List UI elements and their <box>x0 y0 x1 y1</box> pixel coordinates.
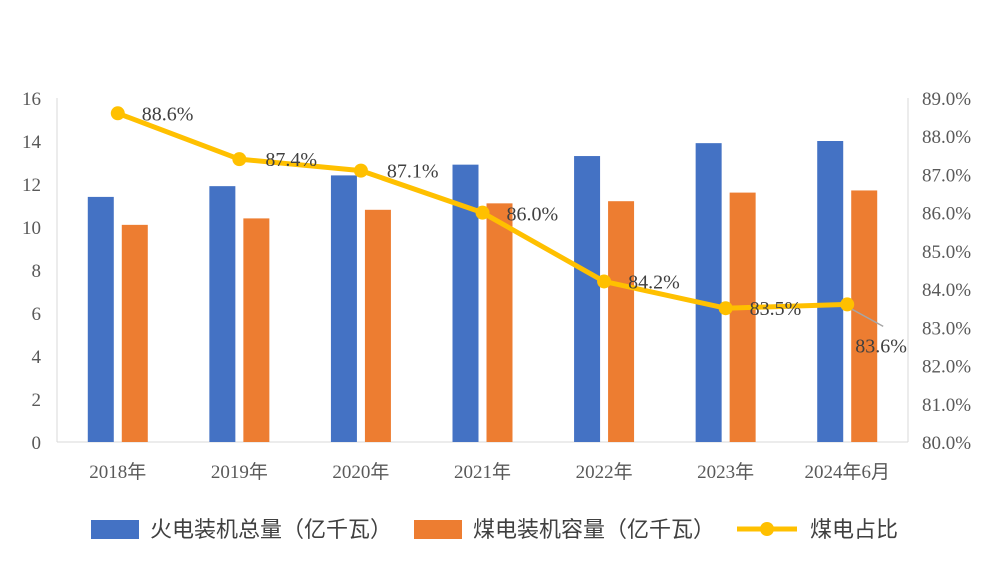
left-axis-tick-label: 16 <box>22 89 41 110</box>
bar-coal-capacity <box>364 209 391 442</box>
left-axis-tick-label: 6 <box>32 304 42 325</box>
right-axis-tick-label: 82.0% <box>922 357 971 378</box>
x-axis-tick-label: 2020年 <box>332 461 389 483</box>
data-label-coal-share: 83.6% <box>855 335 907 357</box>
x-axis-tick-label: 2022年 <box>576 461 633 483</box>
right-axis-tick-label: 87.0% <box>922 165 971 186</box>
legend-label-coal-capacity: 煤电装机容量（亿千瓦） <box>473 518 715 543</box>
left-axis-tick-label: 12 <box>22 175 41 196</box>
x-axis: 2018年 2019年 2020年 2021年 2022年 2023年 2024年6月 <box>57 441 908 483</box>
bar-thermal-total <box>209 186 236 442</box>
x-axis-tick-label: 2018年 <box>89 461 146 483</box>
left-axis-tick-label: 8 <box>32 261 42 282</box>
left-axis-tick-label: 14 <box>22 132 42 153</box>
line-point-coal-share <box>597 274 612 289</box>
x-axis-tick-label: 2024年6月 <box>804 461 890 483</box>
bar-coal-capacity <box>121 224 148 442</box>
bar-thermal-total <box>87 196 114 442</box>
right-axis-tick-label: 84.0% <box>922 280 971 301</box>
right-axis-tick-label: 89.0% <box>922 89 971 110</box>
right-axis-tick-label: 81.0% <box>922 395 971 416</box>
right-axis-tick-label: 80.0% <box>922 433 971 454</box>
bar-coal-capacity <box>243 218 270 442</box>
right-axis-tick-label: 88.0% <box>922 127 971 148</box>
data-label-coal-share: 87.1% <box>387 161 439 183</box>
x-axis-tick-label: 2021年 <box>454 461 511 483</box>
legend-label-coal-share: 煤电占比 <box>810 518 898 543</box>
right-y-axis: 80.0% 81.0% 82.0% 83.0% 84.0% 85.0% 86.0% 87.0%… <box>907 89 971 454</box>
legend-swatch-thermal-total <box>91 520 139 539</box>
left-axis-tick-label: 10 <box>22 218 41 239</box>
left-y-axis: 0 2 4 6 8 10 12 14 16 <box>22 89 58 454</box>
line-series-group: 88.6% 87.4% 87.1% 86.0% 84.2% 83.5% 83.6% <box>110 103 907 357</box>
left-axis-tick-label: 4 <box>32 347 42 368</box>
bar-series-group <box>87 141 878 443</box>
bar-thermal-total <box>574 156 601 443</box>
legend: 火电装机总量（亿千瓦） 煤电装机容量（亿千瓦） 煤电占比 <box>91 518 898 543</box>
legend-swatch-coal-capacity <box>414 520 462 539</box>
line-point-coal-share <box>840 297 855 312</box>
left-axis-tick-label: 2 <box>32 390 42 411</box>
bar-coal-capacity <box>608 201 635 442</box>
data-label-coal-share: 86.0% <box>507 204 559 226</box>
x-axis-tick-label: 2023年 <box>697 461 754 483</box>
line-point-coal-share <box>110 106 125 121</box>
data-label-leader-line <box>851 308 884 328</box>
data-label-coal-share: 83.5% <box>750 298 802 320</box>
bar-thermal-total <box>695 143 722 442</box>
right-axis-tick-label: 83.0% <box>922 318 971 339</box>
bar-coal-capacity <box>729 192 756 442</box>
line-point-coal-share <box>718 301 733 316</box>
data-label-coal-share: 88.6% <box>142 103 194 125</box>
data-label-coal-share: 84.2% <box>628 271 680 293</box>
line-point-coal-share <box>475 205 490 220</box>
right-axis-tick-label: 85.0% <box>922 242 971 263</box>
data-label-coal-share: 87.4% <box>265 149 317 171</box>
left-axis-tick-label: 0 <box>32 433 42 454</box>
x-axis-tick-label: 2019年 <box>211 461 268 483</box>
line-point-coal-share <box>232 152 247 167</box>
bar-thermal-total <box>817 141 844 442</box>
legend-swatch-coal-share-marker <box>760 522 774 536</box>
right-axis-tick-label: 86.0% <box>922 204 971 225</box>
legend-label-thermal-total: 火电装机总量（亿千瓦） <box>150 518 392 543</box>
bar-coal-capacity <box>486 203 513 442</box>
bar-thermal-total <box>330 175 357 442</box>
line-point-coal-share <box>353 163 368 178</box>
